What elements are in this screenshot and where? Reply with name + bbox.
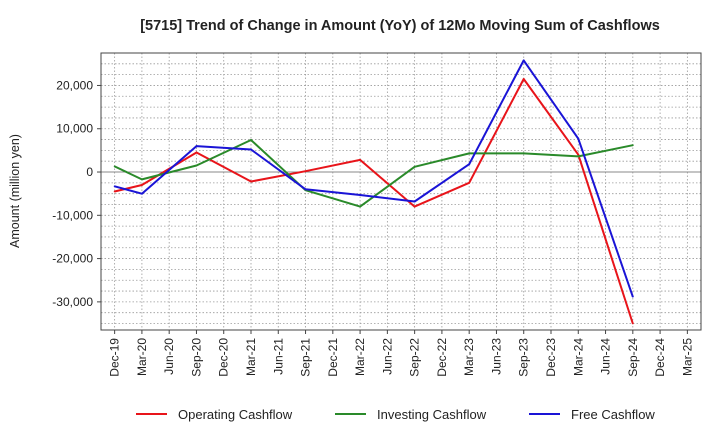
chart-title: [5715] Trend of Change in Amount (YoY) o… — [140, 18, 660, 34]
data-point-investing-cashflow — [413, 165, 416, 168]
legend-label-investing-cashflow: Investing Cashflow — [377, 407, 487, 422]
data-point-operating-cashflow — [113, 190, 116, 193]
data-point-operating-cashflow — [195, 151, 198, 154]
y-tick-label: 20,000 — [56, 78, 93, 92]
legend-label-free-cashflow: Free Cashflow — [571, 407, 655, 422]
y-tick-label: -10,000 — [52, 208, 93, 222]
data-point-free-cashflow — [468, 163, 471, 166]
grid-lines — [101, 53, 701, 330]
x-tick-label: Mar-21 — [244, 338, 258, 376]
data-point-free-cashflow — [304, 188, 307, 191]
x-tick-label: Jun-23 — [489, 338, 503, 375]
y-tick-label: -30,000 — [52, 295, 93, 309]
series-lines — [113, 59, 634, 325]
data-point-investing-cashflow — [359, 205, 361, 208]
data-point-free-cashflow — [250, 148, 252, 151]
x-tick-label: Jun-24 — [599, 338, 613, 375]
data-point-investing-cashflow — [113, 165, 116, 168]
data-point-investing-cashflow — [522, 152, 525, 155]
y-tick-label: 10,000 — [56, 122, 93, 136]
x-tick-label: Sep-24 — [626, 338, 640, 377]
x-tick-label: Dec-22 — [435, 338, 449, 377]
x-axis-ticks: Dec-19 Mar-20 Jun-20 Sep-20 Dec-20 Mar-21 Jun-… — [108, 330, 694, 377]
x-tick-label: Mar-20 — [135, 338, 149, 376]
data-point-investing-cashflow — [141, 178, 143, 181]
data-point-investing-cashflow — [468, 152, 471, 155]
data-point-investing-cashflow — [631, 144, 634, 147]
data-point-free-cashflow — [141, 192, 143, 195]
x-tick-label: Sep-23 — [517, 338, 531, 377]
data-point-investing-cashflow — [577, 155, 580, 158]
data-point-investing-cashflow — [195, 164, 198, 167]
data-point-operating-cashflow — [141, 184, 143, 186]
x-tick-label: Sep-20 — [189, 338, 203, 377]
data-point-free-cashflow — [359, 194, 361, 196]
data-point-operating-cashflow — [631, 322, 634, 325]
data-point-free-cashflow — [522, 59, 525, 62]
series-line-free-cashflow — [114, 59, 634, 298]
x-tick-label: Sep-22 — [408, 338, 422, 377]
data-point-free-cashflow — [577, 137, 580, 140]
data-point-operating-cashflow — [304, 170, 307, 173]
x-tick-label: Mar-23 — [462, 338, 476, 376]
legend-label-operating-cashflow: Operating Cashflow — [178, 407, 293, 422]
x-tick-label: Mar-24 — [571, 338, 585, 376]
data-point-operating-cashflow — [359, 159, 361, 161]
x-tick-label: Jun-22 — [380, 338, 394, 375]
data-point-operating-cashflow — [468, 181, 471, 184]
data-point-operating-cashflow — [522, 78, 525, 80]
data-point-free-cashflow — [195, 145, 198, 147]
data-point-operating-cashflow — [577, 153, 580, 156]
x-tick-label: Mar-22 — [353, 338, 367, 376]
legend: Operating Cashflow Investing Cashflow Free… — [136, 407, 655, 422]
data-point-free-cashflow — [413, 200, 416, 203]
x-tick-label: Dec-21 — [326, 338, 340, 377]
plot-frame — [100, 52, 702, 331]
series-line-operating-cashflow — [114, 78, 634, 324]
y-axis-ticks: -30,000 -20,000 -10,000 0 10,000 20,000 — [52, 78, 101, 309]
y-tick-label: -20,000 — [52, 252, 93, 266]
data-point-free-cashflow — [113, 185, 116, 188]
x-tick-label: Dec-24 — [653, 338, 667, 377]
y-axis-label: Amount (million yen) — [8, 134, 22, 248]
y-tick-label: 0 — [86, 165, 93, 179]
x-tick-label: Jun-21 — [271, 338, 285, 375]
data-point-operating-cashflow — [250, 180, 252, 183]
x-tick-label: Dec-19 — [108, 338, 122, 377]
data-point-free-cashflow — [631, 295, 634, 298]
x-tick-label: Dec-20 — [217, 338, 231, 377]
x-tick-label: Jun-20 — [162, 338, 176, 375]
x-tick-label: Mar-25 — [680, 338, 694, 376]
data-point-investing-cashflow — [250, 139, 252, 141]
x-tick-label: Dec-23 — [544, 338, 558, 377]
data-point-operating-cashflow — [413, 205, 416, 208]
x-tick-label: Sep-21 — [299, 338, 313, 377]
